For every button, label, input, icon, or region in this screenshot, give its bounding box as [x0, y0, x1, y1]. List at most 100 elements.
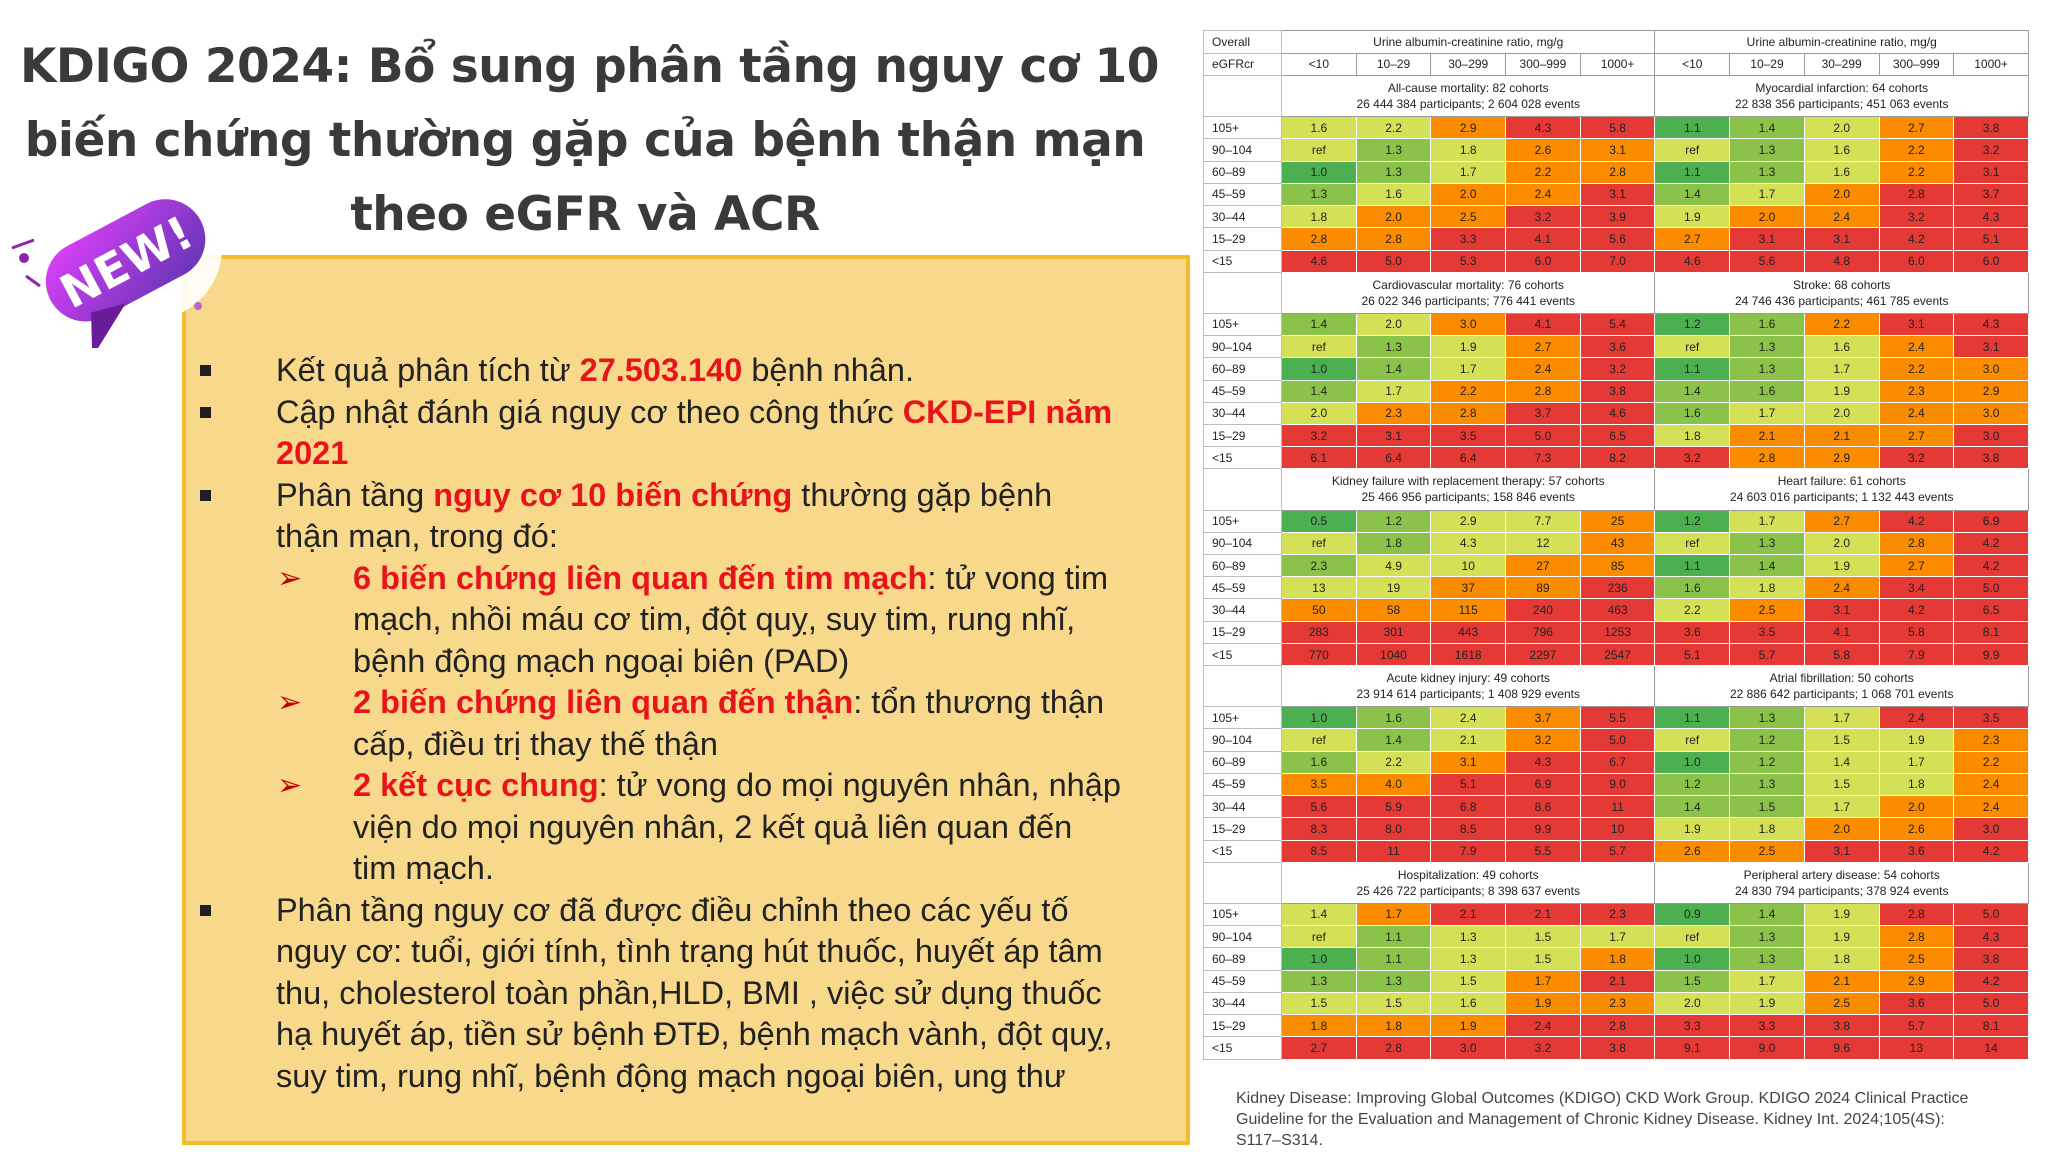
risk-cell: 2.0	[1430, 182, 1507, 207]
risk-cell: 85	[1579, 553, 1656, 578]
bullet-text: viện do mọi nguyên nhân, 2 kết quả liên …	[353, 808, 1073, 845]
citation-line: Kidney Disease: Improving Global Outcome…	[1236, 1090, 1969, 1107]
risk-cell: 1.4	[1355, 728, 1432, 752]
risk-cell: 1.8	[1430, 138, 1507, 162]
egfr-row-label: <15	[1203, 446, 1282, 470]
egfr-row-label: 60–89	[1203, 553, 1282, 578]
risk-cell: 1.5	[1355, 991, 1432, 1016]
corner-label-overall: Overall	[1203, 30, 1282, 54]
risk-cell: 2.7	[1878, 423, 1955, 448]
risk-cell: 1.7	[1579, 925, 1656, 949]
risk-cell: 1.2	[1355, 509, 1432, 533]
risk-cell: 6.4	[1430, 446, 1507, 470]
risk-cell: 1.0	[1281, 357, 1357, 381]
risk-cell: 4.6	[1579, 401, 1656, 426]
risk-cell: 4.2	[1878, 598, 1955, 622]
risk-table: Overall Urine albumin-creatinine ratio, m…	[1203, 30, 2029, 1060]
risk-cell: 2.4	[1878, 706, 1955, 730]
risk-cell: 2.3	[1953, 728, 2029, 752]
risk-cell: 3.1	[1355, 423, 1432, 448]
risk-cell: 3.8	[1953, 947, 2029, 971]
risk-cell: 3.1	[1803, 598, 1880, 622]
risk-cell: 5.0	[1953, 576, 2029, 600]
risk-cell: 2.8	[1878, 925, 1955, 949]
risk-cell: 1.1	[1654, 116, 1731, 140]
risk-cell: 5.9	[1355, 795, 1432, 819]
risk-cell: 1.1	[1654, 160, 1731, 184]
risk-cell: 0.5	[1281, 509, 1357, 533]
risk-cell: 3.6	[1579, 335, 1656, 359]
risk-cell: 2.5	[1878, 947, 1955, 971]
bullet-item: Phân tầng nguy cơ đã được điều chỉnh the…	[200, 890, 1180, 1098]
egfr-row-label: 90–104	[1203, 728, 1282, 752]
risk-cell: 25	[1579, 509, 1656, 533]
risk-cell: 3.2	[1505, 728, 1581, 752]
risk-cell: 1.4	[1729, 553, 1805, 578]
risk-cell: 2.8	[1878, 182, 1955, 207]
risk-cell: 2297	[1505, 642, 1581, 667]
egfr-row-label: 45–59	[1203, 182, 1282, 207]
risk-cell: 3.1	[1953, 335, 2029, 359]
risk-cell: 4.6	[1281, 249, 1357, 273]
risk-cell: 1.7	[1878, 750, 1955, 774]
risk-cell: 2.1	[1430, 902, 1507, 927]
risk-cell: 2.8	[1281, 227, 1357, 251]
risk-cell: 1.9	[1803, 553, 1880, 578]
risk-cell: 3.5	[1430, 423, 1507, 448]
risk-cell: ref	[1654, 925, 1731, 949]
outcome-title: Peripheral artery disease: 54 cohorts 24 …	[1654, 861, 2029, 904]
risk-cell: 2.2	[1878, 138, 1955, 162]
risk-cell: 1.3	[1281, 182, 1357, 207]
egfr-row-label: 60–89	[1203, 357, 1282, 381]
risk-cell: 2.0	[1803, 401, 1880, 426]
content-panel	[182, 255, 1190, 1145]
risk-cell: 1.5	[1505, 925, 1581, 949]
sub-bullet-item: ➢ 6 biến chứng liên quan đến tim mạch: t…	[200, 558, 1180, 683]
risk-cell: 4.8	[1803, 249, 1880, 273]
risk-cell: 6.4	[1355, 446, 1432, 470]
risk-cell: 7.0	[1579, 249, 1656, 273]
risk-cell: 1618	[1430, 642, 1507, 667]
risk-cell: 2.0	[1803, 531, 1880, 555]
risk-cell: 5.0	[1355, 249, 1432, 273]
egfr-row-label: 15–29	[1203, 423, 1282, 448]
risk-cell: 2.7	[1878, 553, 1955, 578]
risk-cell: 3.9	[1579, 205, 1656, 229]
risk-cell: ref	[1654, 728, 1731, 752]
risk-heatmap-table: Overall Urine albumin-creatinine ratio, m…	[1203, 30, 2029, 1060]
risk-cell: 1.3	[1729, 706, 1805, 730]
risk-cell: 2.2	[1953, 750, 2029, 774]
acr-column-header: 1000+	[1579, 52, 1656, 77]
risk-cell: 3.1	[1579, 182, 1656, 207]
patient-count: 27.503.140	[579, 352, 743, 388]
risk-cell: 1.7	[1355, 902, 1432, 927]
highlight-text: nguy cơ 10 biến chứng	[433, 476, 793, 513]
egfr-row-label: 105+	[1203, 116, 1282, 140]
risk-cell: 9.6	[1803, 1036, 1880, 1060]
risk-cell: 3.2	[1953, 138, 2029, 162]
bullet-text: Phân tầng nguy cơ đã được điều chỉnh the…	[276, 891, 1069, 928]
acr-column-header: <10	[1654, 52, 1731, 77]
square-bullet-icon	[200, 489, 211, 501]
risk-cell: 2.6	[1878, 817, 1955, 841]
risk-cell: 1.6	[1654, 576, 1731, 600]
risk-cell: 3.0	[1953, 423, 2029, 448]
risk-cell: 4.2	[1953, 531, 2029, 555]
risk-cell: 3.1	[1430, 750, 1507, 774]
risk-cell: 1.9	[1803, 902, 1880, 927]
acr-column-header: 300–999	[1505, 52, 1581, 77]
risk-cell: 8.5	[1430, 817, 1507, 841]
risk-cell: 4.2	[1878, 227, 1955, 251]
risk-cell: 2.1	[1803, 423, 1880, 448]
risk-cell: 3.0	[1430, 312, 1507, 337]
square-bullet-icon	[200, 904, 211, 916]
risk-cell: 1.1	[1654, 553, 1731, 578]
risk-cell: 1.8	[1729, 576, 1805, 600]
risk-cell: 2.1	[1579, 969, 1656, 993]
outcome-participants: 25 426 722 participants; 8 398 637 event…	[1356, 883, 1580, 898]
risk-cell: 4.2	[1953, 839, 2029, 863]
risk-cell: 8.1	[1953, 1014, 2029, 1038]
risk-cell: 9.0	[1579, 772, 1656, 797]
risk-cell: 1.6	[1281, 116, 1357, 140]
risk-cell: 1.4	[1281, 902, 1357, 927]
